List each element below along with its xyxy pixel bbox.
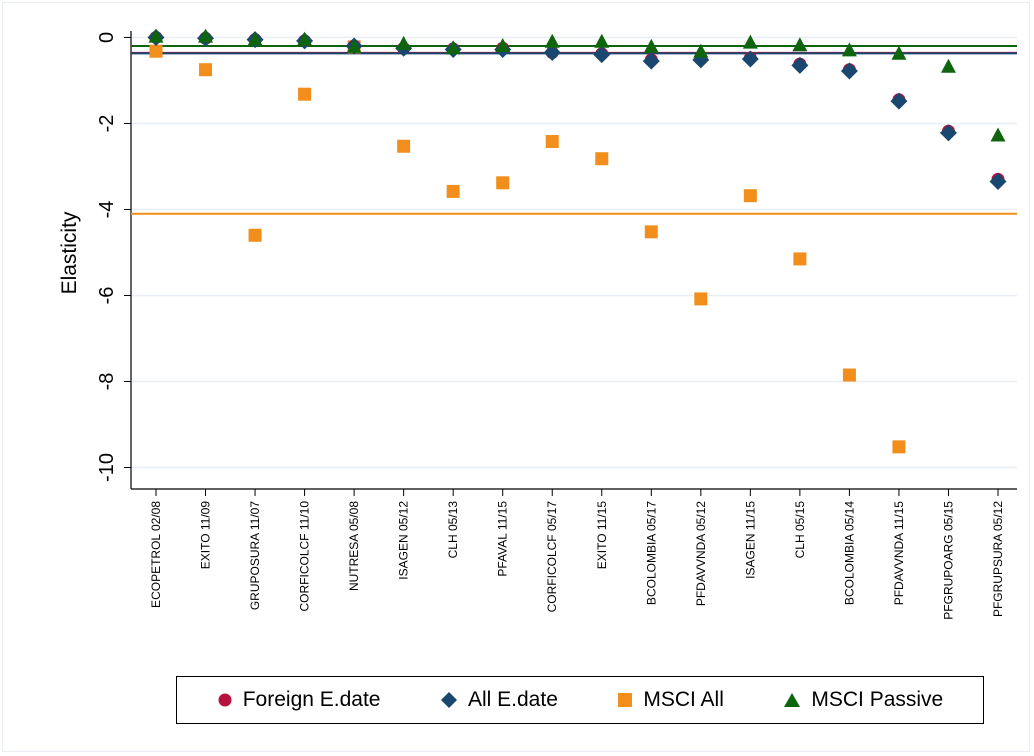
legend-label: MSCI Passive (811, 688, 944, 711)
data-point (892, 440, 906, 454)
data-point (297, 31, 313, 46)
circle-marker-icon (218, 693, 232, 707)
data-point (694, 292, 708, 306)
data-point (990, 127, 1006, 142)
data-point (793, 252, 807, 266)
x-tick-label: CLH 05/13 (446, 501, 460, 559)
scatter-chart: 0 -2 -4 -6 -8 -10 ECOPETROL 02/08 EXITO 11/09 GR… (58, 28, 1017, 620)
y-tick-label: -10 (96, 453, 118, 482)
data-points (147, 28, 1007, 454)
data-point (890, 92, 908, 110)
data-point (445, 40, 461, 55)
data-point (593, 46, 611, 64)
data-point (594, 33, 610, 48)
data-point (545, 135, 559, 149)
data-point (742, 34, 758, 49)
data-point (842, 368, 856, 382)
data-point (693, 43, 709, 58)
data-point (841, 42, 857, 57)
x-tick-label: BCOLOMBIA 05/14 (842, 501, 856, 605)
data-point (643, 38, 659, 53)
legend: Foreign E.date All E.date MSCI All MSCI … (176, 676, 984, 724)
diamond-marker-icon (440, 692, 457, 708)
legend-item-foreign: Foreign E.date (217, 688, 381, 712)
x-tick-label: CLH 05/15 (793, 501, 807, 559)
data-point (544, 33, 560, 48)
data-point (397, 139, 411, 153)
gridlines (131, 36, 1017, 469)
x-tick-label: PFDAVVNDA 05/12 (694, 501, 708, 606)
x-tick-label: ECOPETROL 02/08 (149, 501, 163, 608)
data-point (148, 28, 164, 43)
data-point (198, 28, 214, 43)
data-point (396, 35, 412, 50)
legend-item-msci-all: MSCI All (617, 688, 724, 712)
axes: 0 -2 -4 -6 -8 -10 ECOPETROL 02/08 EXITO 11/09 GR… (96, 31, 1017, 620)
data-point (891, 45, 907, 60)
x-tick-label: CORFICOLCF 05/17 (545, 501, 559, 613)
data-point (495, 38, 511, 53)
triangle-marker-icon (784, 693, 801, 707)
data-point (446, 184, 460, 198)
x-tick-label: PFDAVVNDA 11/15 (892, 501, 906, 606)
data-point (792, 37, 808, 52)
legend-item-all: All E.date (440, 688, 558, 712)
data-point (346, 38, 362, 53)
x-tick-label: EXITO 11/15 (595, 501, 609, 570)
legend-label: MSCI All (643, 688, 724, 711)
data-point (149, 44, 163, 58)
x-tick-label: ISAGEN 05/12 (397, 501, 411, 580)
data-point (939, 124, 957, 142)
y-tick-label: -2 (96, 115, 118, 133)
square-marker-icon (618, 693, 633, 707)
data-point (247, 31, 263, 46)
data-point (248, 228, 262, 242)
data-point (791, 56, 809, 74)
x-tick-label: PFAVAL 11/15 (496, 501, 510, 577)
x-tick-label: EXITO 11/09 (199, 501, 213, 570)
data-point (496, 176, 510, 190)
legend-item-msci-passive: MSCI Passive (783, 688, 943, 712)
data-point (595, 152, 609, 166)
y-axis-label: Elasticity (58, 211, 81, 294)
x-tick-label: GRUPOSURA 11/07 (248, 501, 262, 610)
y-tick-label: -4 (96, 201, 118, 219)
legend-label: All E.date (467, 688, 558, 711)
x-tick-label: ISAGEN 11/15 (743, 501, 757, 579)
y-tick-label: -8 (96, 373, 118, 391)
legend-label: Foreign E.date (242, 688, 381, 711)
y-tick-label: 0 (96, 32, 118, 43)
x-tick-label: PFGRUPOARG 05/15 (941, 501, 955, 620)
data-point (989, 173, 1007, 191)
y-tick-label: -6 (96, 287, 118, 305)
data-point (199, 63, 213, 77)
data-point (642, 52, 660, 70)
data-point (298, 87, 312, 101)
x-tick-label: PFGRUPSURA 05/12 (991, 501, 1005, 617)
data-point (543, 44, 561, 62)
data-point (743, 189, 757, 203)
x-tick-label: NUTRESA 05/08 (347, 501, 361, 591)
mean-lines (131, 45, 1017, 215)
data-point (840, 62, 858, 80)
data-point (741, 50, 759, 68)
x-tick-label: BCOLOMBIA 05/17 (644, 501, 658, 605)
data-point (644, 225, 658, 239)
data-point (940, 58, 956, 73)
x-tick-label: CORFICOLCF 11/10 (298, 501, 312, 612)
